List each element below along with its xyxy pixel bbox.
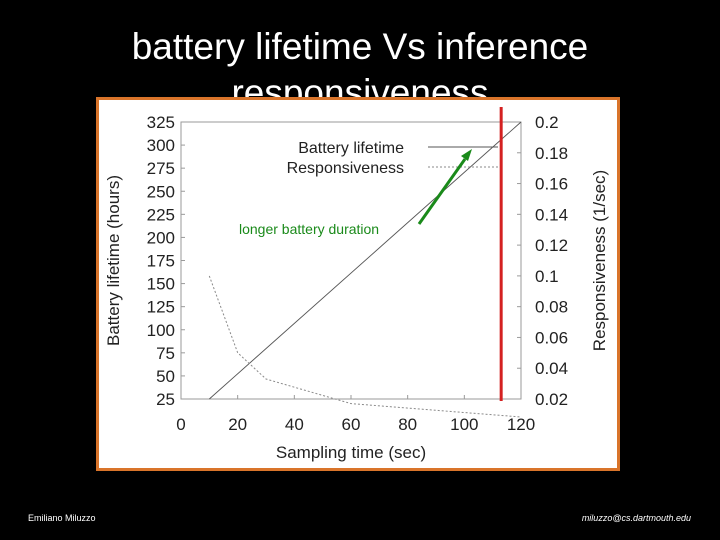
- y2-tick-label: 0.12: [535, 236, 568, 255]
- annotation-text: longer battery duration: [239, 221, 379, 237]
- y-tick-label: 225: [147, 205, 175, 224]
- y2-tick-label: 0.04: [535, 359, 568, 378]
- y-axis-label: Battery lifetime (hours): [104, 175, 123, 346]
- chart-frame: 0 20 40 60 80 100 120 25 50 75 100 125 150 175 200 225 2…: [96, 97, 620, 471]
- battery-responsiveness-chart: 0 20 40 60 80 100 120 25 50 75 100 125 150 175 200 225 2…: [104, 107, 609, 462]
- x-tick-label: 120: [507, 415, 535, 434]
- footer-email: miluzzo@cs.dartmouth.edu: [581, 513, 691, 523]
- series-line-0: [209, 121, 522, 400]
- annotation-arrow-head: [461, 149, 472, 161]
- legend-label: Battery lifetime: [298, 140, 404, 157]
- y-tick-label: 50: [156, 367, 175, 386]
- slide-title: battery lifetime Vs inference responsive…: [131, 26, 589, 113]
- y-tick-label: 75: [156, 344, 175, 363]
- y2-tick-label: 0.02: [535, 390, 568, 409]
- x-tick-label: 20: [228, 415, 247, 434]
- y2-tick-label: 0.14: [535, 205, 568, 224]
- series-line-1: [208, 275, 522, 418]
- y2-tick-label: 0.16: [535, 175, 568, 194]
- y-tick-label: 25: [156, 390, 175, 409]
- y2-tick-label: 0.2: [535, 113, 559, 132]
- footer-author: Emiliano Miluzzo: [28, 513, 96, 523]
- y2-axis-label: Responsiveness (1/sec): [590, 170, 609, 351]
- y-tick-label: 175: [147, 252, 175, 271]
- y-tick-label: 150: [147, 275, 175, 294]
- x-tick-label: 60: [342, 415, 361, 434]
- x-tick-label: 80: [398, 415, 417, 434]
- y-tick-label: 125: [147, 298, 175, 317]
- y-tick-label: 200: [147, 228, 175, 247]
- x-tick-label: 0: [176, 415, 185, 434]
- y-tick-label: 325: [147, 113, 175, 132]
- x-tick-label: 40: [285, 415, 304, 434]
- y2-tick-label: 0.08: [535, 298, 568, 317]
- y-tick-label: 300: [147, 136, 175, 155]
- annotation-arrow-shaft: [417, 158, 467, 225]
- y2-tick-label: 0.06: [535, 328, 568, 347]
- x-tick-label: 100: [450, 415, 478, 434]
- y-tick-label: 275: [147, 159, 175, 178]
- y2-tick-label: 0.1: [535, 267, 559, 286]
- y-tick-label: 250: [147, 182, 175, 201]
- y-tick-label: 100: [147, 321, 175, 340]
- x-axis-label: Sampling time (sec): [276, 443, 426, 462]
- legend-label: Responsiveness: [287, 160, 404, 177]
- y2-tick-label: 0.18: [535, 144, 568, 163]
